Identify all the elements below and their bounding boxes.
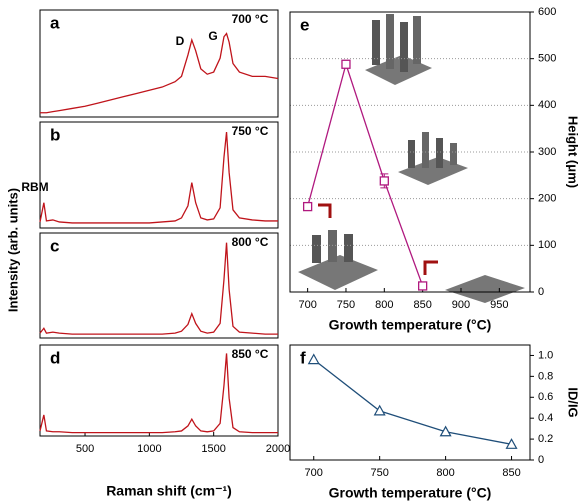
annotation: RBM <box>21 180 48 194</box>
tube <box>372 20 380 65</box>
data-line <box>39 353 278 434</box>
panel-label: e <box>300 15 309 34</box>
arrow <box>423 260 438 275</box>
panel-label: b <box>50 125 60 144</box>
panel-label: c <box>50 236 59 255</box>
y-tick-label: 500 <box>538 53 556 65</box>
tube <box>328 230 337 262</box>
y-tick-label: 1.0 <box>538 349 553 361</box>
y-tick-label: 0 <box>538 286 544 298</box>
x-axis-label: Raman shift (cm⁻¹) <box>106 483 232 499</box>
y-axis-label: Height (μm) <box>566 116 581 188</box>
tube <box>450 143 457 165</box>
y-axis-label: Intensity (arb. units) <box>5 188 20 312</box>
panel-title: 750 °C <box>232 124 269 138</box>
panel-title: 800 °C <box>232 235 269 249</box>
y-tick-label: 0 <box>538 454 544 466</box>
x-tick-label: 700 <box>305 467 323 479</box>
data-line <box>307 61 424 287</box>
marker <box>341 59 351 69</box>
tube <box>413 16 421 64</box>
x-tick-label: 750 <box>337 299 355 311</box>
panel-title: 850 °C <box>232 347 269 361</box>
data-line <box>39 242 278 335</box>
substrate <box>298 255 378 290</box>
marker <box>505 438 518 449</box>
panel-title: 700 °C <box>232 12 269 26</box>
marker <box>302 201 313 212</box>
illustrations <box>298 14 525 303</box>
data-line <box>40 32 279 114</box>
x-tick-label: 750 <box>370 467 388 479</box>
y-tick-label: 100 <box>538 239 556 251</box>
x-tick-label: 850 <box>502 467 520 479</box>
x-tick-label: 800 <box>436 467 454 479</box>
y-tick-label: 0.8 <box>538 370 553 382</box>
x-tick-label: 2000 <box>266 443 290 455</box>
marker <box>373 404 386 416</box>
marker <box>307 353 320 365</box>
y-tick-label: 0.4 <box>538 412 553 424</box>
tube <box>344 234 353 262</box>
y-axis-label: ID/IG <box>566 387 581 417</box>
x-axis-label: Growth temperature (°C) <box>329 485 492 501</box>
marker <box>379 176 389 186</box>
y-tick-label: 600 <box>538 6 556 18</box>
data-line <box>39 132 278 224</box>
y-tick-label: 400 <box>538 99 556 111</box>
y-tick-label: 300 <box>538 146 556 158</box>
arrow <box>318 203 332 218</box>
annotation: G <box>208 29 217 43</box>
panel-label: a <box>50 13 60 32</box>
panel-frame <box>39 9 279 118</box>
y-tick-label: 0.6 <box>538 391 553 403</box>
x-tick-label: 950 <box>490 299 508 311</box>
x-tick-label: 1000 <box>137 443 161 455</box>
tube <box>436 138 443 168</box>
data-line <box>313 359 512 445</box>
panel-label: f <box>300 348 306 367</box>
x-axis-label: Growth temperature (°C) <box>329 317 492 333</box>
panel-frame <box>39 344 279 437</box>
x-tick-label: 1500 <box>201 443 225 455</box>
panel-frame <box>289 344 531 461</box>
marker <box>439 425 452 437</box>
panel-frame <box>39 232 279 339</box>
y-tick-label: 0.2 <box>538 433 553 445</box>
x-tick-label: 850 <box>413 299 431 311</box>
x-tick-label: 500 <box>76 443 94 455</box>
y-tick-label: 200 <box>538 193 556 205</box>
marker <box>418 281 428 291</box>
tube <box>400 22 408 72</box>
tube <box>408 140 415 168</box>
x-tick-label: 900 <box>452 299 470 311</box>
tube <box>386 14 394 69</box>
x-tick-label: 800 <box>375 299 393 311</box>
annotation: D <box>176 34 185 48</box>
tube <box>312 235 321 263</box>
x-tick-label: 700 <box>298 299 316 311</box>
panel-frame <box>39 121 279 229</box>
panel-label: d <box>50 348 60 367</box>
substrate <box>445 275 525 303</box>
tube <box>422 132 429 168</box>
